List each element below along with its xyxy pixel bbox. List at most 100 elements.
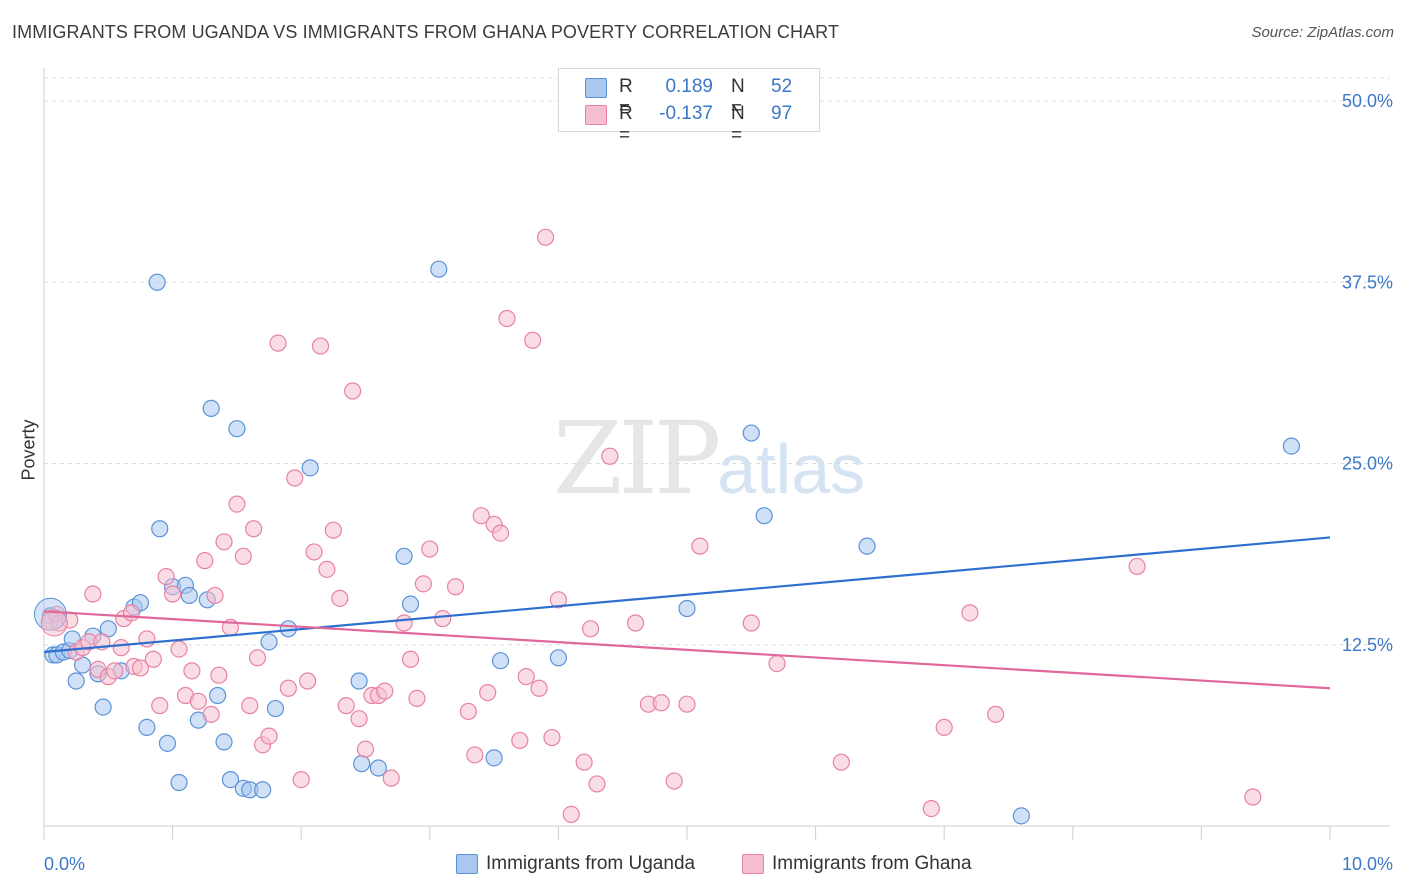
ghana-point [292,770,310,789]
ghana-point [356,740,375,758]
ghana-point [511,731,529,750]
uganda-point [549,649,568,667]
ghana-point [498,309,516,328]
ghana-point [408,689,426,708]
uganda-point [301,459,319,477]
ghana-point [466,746,484,764]
ghana-point [260,727,278,745]
r-value: -0.137 [659,103,713,124]
ghana-point [279,679,297,697]
ghana-point [1128,557,1146,576]
ghana-point [40,609,68,637]
ghana-point [961,604,979,622]
ghana-point [350,710,368,728]
ghana-point [935,718,953,737]
ghana-point [299,672,317,690]
ghana-trendline [43,610,1331,690]
ghana-point [337,697,355,715]
y-tick-label: 50.0% [1342,91,1393,111]
uganda-point [755,507,773,525]
uganda-point [170,773,188,792]
uganda-point [151,520,169,538]
y-axis-label: Poverty [18,419,39,481]
ghana-point [446,578,465,596]
ghana-point [588,775,606,793]
x-tick-label: 10.0% [1342,854,1393,874]
n-label: N = [731,103,745,146]
ghana-point [202,705,220,723]
ghana-point [742,614,760,632]
uganda-point [67,672,85,690]
ghana-point [189,692,207,710]
ghana-point [206,586,224,605]
ghana-point [241,697,259,715]
legend-label-uganda: Immigrants from Uganda [486,853,696,874]
uganda-point [202,399,220,417]
chart-title: IMMIGRANTS FROM UGANDA VS IMMIGRANTS FRO… [12,22,840,42]
ghana-point [401,650,420,668]
ghana-point [536,228,555,246]
legend-swatch-ghana [585,105,607,125]
ghana-point [144,650,162,668]
ghana-point [210,666,228,684]
ghana-point [414,575,432,593]
uganda-point [858,537,876,555]
legend-swatch-uganda [585,78,607,98]
uganda-point [209,686,227,705]
ghana-point [768,654,786,673]
ghana-point [665,772,683,790]
ghana-point [652,694,670,712]
series-legend: Immigrants from Uganda Immigrants from G… [0,852,1406,878]
ghana-point [459,702,477,721]
ghana-point [517,668,535,686]
n-value: 97 [771,103,793,124]
uganda-point [260,633,278,651]
uganda-point [148,273,166,291]
uganda-point [742,424,760,442]
ghana-point [678,695,696,713]
ghana-point [421,540,439,558]
ghana-point [562,805,580,824]
watermark-zip: ZIP [553,400,721,517]
r-label: R = [619,103,633,146]
ghana-point [530,679,548,697]
ghana-point [106,662,124,680]
ghana-point [395,614,413,632]
ghana-point [157,567,175,586]
n-value: 52 [771,76,793,97]
uganda-point [266,699,285,718]
ghana-point [305,543,323,561]
uganda-point [395,547,413,565]
uganda-point [485,749,503,767]
r-value: 0.189 [665,76,713,97]
uganda-point [430,260,448,278]
ghana-point [170,640,188,658]
ghana-point [479,683,497,702]
ghana-point [434,610,452,628]
ghana-point [311,337,330,355]
ghana-point [691,537,709,555]
ghana-point [543,728,561,747]
ghana-point [138,630,156,648]
ghana-point [269,334,287,352]
ghana-point [331,589,349,607]
uganda-point [158,734,177,752]
ghana-point [286,469,304,487]
uganda-point [138,718,156,737]
uganda-point [491,652,510,670]
uganda-point [678,599,696,618]
ghana-point [601,447,619,465]
source-label: Source: ZipAtlas.com [1251,24,1394,41]
ghana-point [1244,788,1262,806]
uganda-trendline [43,536,1331,654]
uganda-point [94,698,112,716]
ghana-point [376,682,394,700]
n-label: N = [731,76,745,119]
ghana-point [472,507,490,525]
uganda-point [254,781,272,799]
ghana-point [575,753,593,771]
ghana-point [215,533,233,551]
ghana-point [626,614,645,632]
ghana-point [151,697,169,715]
